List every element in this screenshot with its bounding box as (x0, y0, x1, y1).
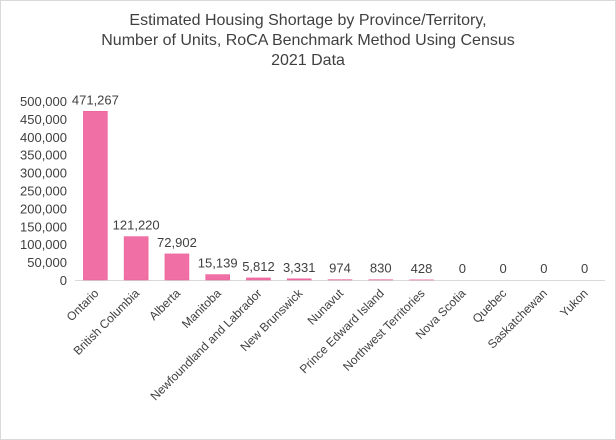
y-tick-label: 0 (60, 273, 67, 288)
data-label: 830 (370, 261, 392, 276)
bar-new-brunswick (286, 278, 312, 281)
data-label: 0 (499, 261, 506, 276)
bar-series (83, 111, 434, 281)
data-label: 0 (581, 261, 588, 276)
data-label: 471,267 (72, 92, 119, 107)
y-axis: 0 50,000 100,000 150,000 200,000 250,000 300,0… (20, 94, 67, 288)
y-tick-label: 200,000 (20, 201, 67, 216)
data-label: 0 (459, 261, 466, 276)
y-tick-label: 350,000 (20, 148, 67, 163)
chart-title: Estimated Housing Shortage by Province/T… (101, 12, 515, 69)
bar-alberta (164, 253, 190, 281)
y-tick-label: 150,000 (20, 219, 67, 234)
category-label: Yukon (557, 286, 590, 319)
data-label: 428 (411, 261, 433, 276)
bar-ontario (83, 111, 108, 281)
bar-manitoba (205, 274, 230, 281)
chart-title-line-1: Estimated Housing Shortage by Province/T… (129, 12, 486, 29)
data-label: 3,331 (283, 260, 316, 275)
data-label: 121,220 (113, 218, 160, 233)
chart-title-line-2: Number of Units, RoCA Benchmark Method U… (101, 32, 515, 49)
category-label: Ontario (64, 286, 102, 324)
bar-british-columbia (123, 236, 149, 281)
data-label: 5,812 (242, 259, 275, 274)
data-label: 974 (329, 261, 351, 276)
data-label: 15,139 (198, 256, 238, 271)
bar-newfoundland-and-labrador (246, 277, 271, 281)
data-label: 0 (540, 261, 547, 276)
y-tick-label: 300,000 (20, 166, 67, 181)
category-label: Alberta (146, 286, 183, 323)
y-tick-label: 50,000 (27, 255, 67, 270)
y-tick-label: 100,000 (20, 237, 67, 252)
data-label: 72,902 (157, 235, 197, 250)
category-label: Nunavut (305, 286, 347, 328)
y-tick-label: 500,000 (20, 94, 67, 109)
y-tick-label: 450,000 (20, 112, 67, 127)
chart-title-line-3: 2021 Data (271, 52, 345, 69)
y-tick-label: 250,000 (20, 184, 67, 199)
category-label: Quebec (470, 286, 510, 326)
y-tick-label: 400,000 (20, 130, 67, 145)
